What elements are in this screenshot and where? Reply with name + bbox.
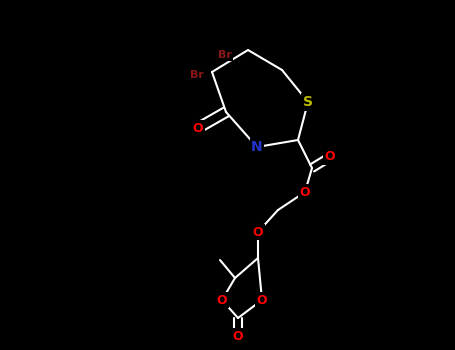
- Text: O: O: [233, 329, 243, 343]
- Text: N: N: [251, 140, 263, 154]
- Text: O: O: [192, 121, 203, 134]
- Text: Br: Br: [190, 70, 204, 80]
- Text: O: O: [253, 225, 263, 238]
- Text: O: O: [217, 294, 228, 307]
- Text: O: O: [257, 294, 268, 307]
- Text: O: O: [325, 150, 335, 163]
- Text: Br: Br: [218, 50, 232, 60]
- Text: O: O: [300, 186, 310, 198]
- Text: S: S: [303, 95, 313, 109]
